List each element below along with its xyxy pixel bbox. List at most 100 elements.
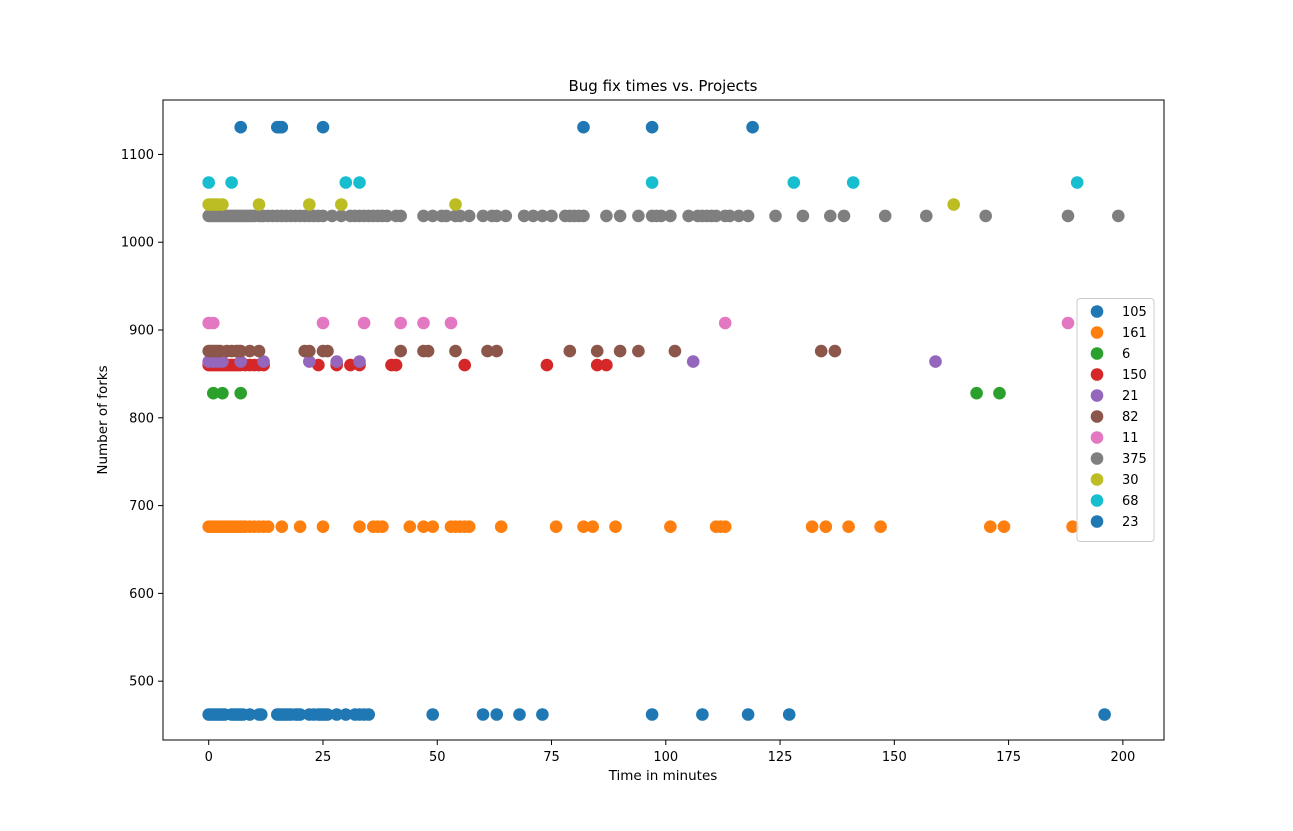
data-point	[632, 344, 645, 358]
data-point	[718, 520, 732, 533]
data-point	[357, 316, 371, 330]
data-point	[526, 209, 540, 223]
x-axis-label: Time in minutes	[608, 768, 718, 784]
data-point	[686, 355, 700, 368]
data-point	[458, 358, 472, 372]
y-tick-label: 1100	[121, 148, 154, 163]
legend-marker	[1090, 515, 1104, 528]
data-point	[316, 209, 330, 223]
data-point	[303, 344, 316, 358]
data-point	[613, 344, 627, 358]
data-point	[632, 209, 645, 223]
data-point	[389, 358, 403, 372]
data-point	[970, 386, 983, 400]
y-tick-label: 1000	[121, 236, 154, 251]
legend-entry: 82	[1090, 410, 1139, 425]
legend-marker	[1090, 326, 1104, 339]
data-point	[1061, 209, 1075, 223]
x-tick-label: 125	[768, 750, 793, 765]
data-point	[353, 355, 366, 368]
data-point	[490, 708, 504, 721]
data-point	[494, 520, 508, 533]
series-105	[202, 708, 1111, 721]
data-point	[261, 520, 275, 533]
data-point	[353, 520, 366, 533]
data-point	[216, 355, 229, 368]
legend-entry: 21	[1090, 389, 1139, 404]
data-point	[513, 708, 526, 721]
series-68	[202, 176, 1084, 189]
data-point	[563, 344, 577, 358]
legend-marker	[1090, 494, 1104, 507]
data-point	[303, 198, 316, 211]
data-point	[335, 209, 348, 223]
data-point	[549, 520, 563, 533]
data-point	[417, 520, 430, 533]
data-point	[481, 344, 494, 358]
legend-entry: 161	[1090, 326, 1147, 341]
data-point	[444, 316, 458, 330]
data-point	[330, 708, 344, 721]
data-point	[732, 209, 746, 223]
plot-frame	[162, 99, 1165, 741]
data-point	[929, 355, 942, 368]
data-point	[462, 209, 476, 223]
data-point	[293, 708, 307, 721]
data-point	[645, 120, 659, 134]
data-point	[600, 358, 613, 372]
legend-entry: 375	[1090, 452, 1147, 467]
data-point	[993, 386, 1006, 400]
legend-marker	[1090, 347, 1104, 360]
data-point	[476, 209, 490, 223]
legend-label: 105	[1122, 305, 1147, 320]
data-point	[814, 344, 828, 358]
data-point	[243, 344, 257, 358]
legend-label: 161	[1122, 326, 1147, 341]
data-point	[741, 209, 755, 223]
data-point	[577, 520, 590, 533]
data-point	[321, 344, 334, 358]
series-21	[202, 355, 942, 368]
data-point	[682, 209, 695, 223]
series-11	[202, 316, 1075, 330]
data-point	[353, 176, 366, 189]
data-point	[668, 344, 682, 358]
data-point	[476, 708, 490, 721]
data-point	[362, 708, 376, 721]
data-point	[380, 209, 394, 223]
data-point	[824, 209, 837, 223]
data-point	[252, 198, 266, 211]
data-point	[782, 708, 796, 721]
legend-marker	[1090, 389, 1104, 402]
data-point	[252, 344, 266, 358]
data-point	[1098, 708, 1111, 721]
data-point	[330, 355, 344, 368]
data-point	[417, 209, 430, 223]
data-point	[536, 708, 549, 721]
legend-label: 82	[1122, 410, 1139, 425]
data-point	[316, 316, 330, 330]
data-point	[1070, 176, 1084, 189]
data-point	[600, 209, 613, 223]
data-point	[577, 120, 590, 134]
series-375	[202, 209, 1125, 223]
data-point	[449, 198, 462, 211]
data-point	[979, 209, 992, 223]
data-point	[746, 120, 759, 134]
legend-entry: 30	[1090, 473, 1139, 488]
legend-entry: 68	[1090, 494, 1139, 509]
data-point	[225, 176, 238, 189]
y-tick-label: 600	[129, 587, 154, 602]
data-point	[417, 316, 430, 330]
legend-entry: 150	[1090, 368, 1147, 383]
y-axis-ticks: 500 600 700 800 900 1000 1100	[121, 148, 163, 690]
x-tick-label: 100	[653, 750, 678, 765]
x-tick-label: 75	[543, 750, 560, 765]
x-tick-label: 0	[205, 750, 213, 765]
legend-marker	[1090, 431, 1104, 444]
data-point	[590, 344, 604, 358]
data-point	[243, 708, 257, 721]
data-point	[664, 209, 677, 223]
data-point	[449, 344, 462, 358]
